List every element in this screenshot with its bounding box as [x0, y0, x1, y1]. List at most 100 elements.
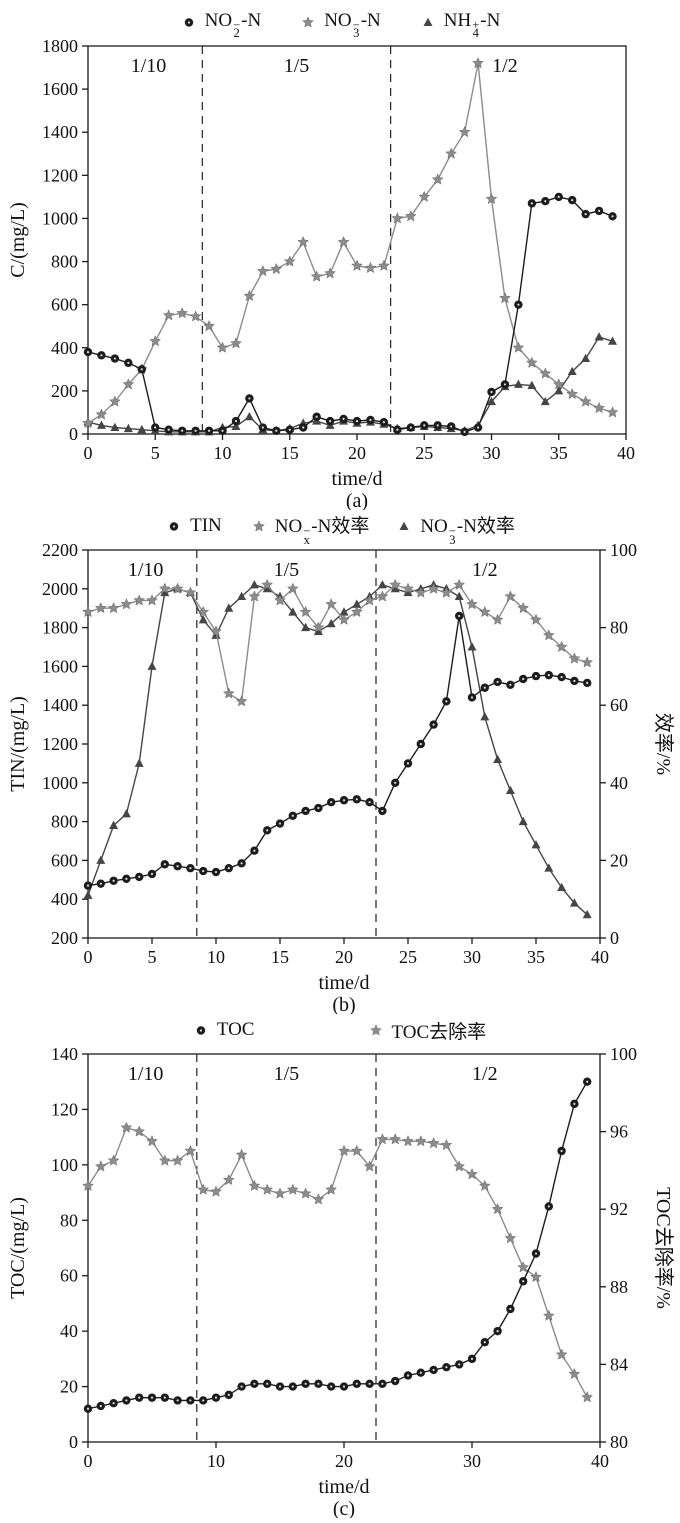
svg-text:30: 30: [463, 1451, 481, 1471]
svg-text:1/2: 1/2: [492, 55, 518, 77]
svg-text:10: 10: [207, 1451, 225, 1471]
legend-label-nox-efficiency: NO − x -N效率: [274, 516, 370, 547]
svg-text:1200: 1200: [42, 734, 78, 754]
x-axis: 0 5 10 15 20 25 30 35 40: [84, 938, 609, 967]
series-TOC-removal-rate: [82, 1121, 594, 1403]
svg-text:1800: 1800: [42, 618, 78, 638]
panel-sublabel: (c): [333, 1498, 355, 1518]
x-axis-label: time/d: [318, 972, 369, 994]
svg-text:35: 35: [550, 443, 568, 463]
svg-text:35: 35: [527, 947, 545, 967]
svg-text:40: 40: [617, 443, 635, 463]
svg-text:1/10: 1/10: [128, 1063, 164, 1085]
svg-text:40: 40: [60, 1321, 78, 1341]
series-TIN: [83, 611, 592, 890]
svg-text:140: 140: [51, 1046, 78, 1064]
chart-c-plot: 0 10 20 30 40 0 20 40 60 80 100 120 140 80 84 88 92 96 100…: [7, 1046, 675, 1518]
svg-text:600: 600: [51, 295, 78, 315]
svg-text:1/5: 1/5: [274, 559, 300, 581]
svg-text:5: 5: [151, 443, 160, 463]
legend-item-no3-efficiency: NO −3 -N效率: [395, 511, 515, 547]
svg-text:200: 200: [51, 381, 78, 401]
phase-labels: 1/10 1/5 1/2: [131, 55, 518, 77]
legend-item-tin: TIN: [165, 515, 224, 537]
svg-text:1/2: 1/2: [472, 1063, 498, 1085]
right-axis: 0 20 40 60 80 100: [600, 542, 637, 948]
svg-text:0: 0: [69, 1432, 78, 1452]
chart-a-legend: NO −2 -N NO −3 -N NH +4 -N: [0, 6, 680, 40]
svg-text:1600: 1600: [42, 79, 78, 99]
phase-dividers: [201, 46, 392, 434]
svg-text:0: 0: [84, 1451, 93, 1471]
chart-a-section: NO −2 -N NO −3 -N NH +4 -N 0 5 10 15 20 25 30 35 40 0 20…: [0, 6, 680, 511]
phase-dividers: [196, 550, 377, 938]
series-NO2-N: [83, 192, 617, 437]
series-NO3-N-efficiency: [83, 580, 592, 919]
svg-text:15: 15: [281, 443, 299, 463]
svg-text:5: 5: [148, 947, 157, 967]
circle-marker-icon: [192, 1022, 210, 1038]
svg-text:800: 800: [51, 812, 78, 832]
left-axis-label: C/(mg/L): [7, 202, 29, 278]
svg-text:1200: 1200: [42, 165, 78, 185]
left-axis-label: TIN/(mg/L): [7, 696, 29, 792]
phase-dividers: [196, 1054, 377, 1442]
x-axis-label: time/d: [331, 468, 382, 490]
right-axis-label: TOC去除率/%: [652, 1187, 675, 1309]
circle-marker-icon: [180, 14, 198, 30]
panel-sublabel: (b): [332, 994, 355, 1014]
legend-item-nox-efficiency: NO − x -N效率: [250, 511, 370, 547]
left-axis: 200 400 600 800 1000 1200 1400 1600 1800 2000 2200: [42, 542, 88, 948]
svg-text:30: 30: [483, 443, 501, 463]
series-TOC: [83, 1077, 592, 1413]
svg-text:20: 20: [610, 850, 628, 870]
svg-text:40: 40: [591, 947, 609, 967]
svg-text:30: 30: [463, 947, 481, 967]
legend-label-toc: TOC: [216, 1019, 255, 1040]
right-axis: 80 84 88 92 96 100: [600, 1046, 637, 1452]
legend-item-nh4-n: NH +4 -N: [419, 9, 501, 40]
svg-text:1800: 1800: [42, 38, 78, 56]
svg-text:1/2: 1/2: [472, 559, 498, 581]
star-marker-icon: [367, 1022, 385, 1038]
svg-text:10: 10: [214, 443, 232, 463]
svg-text:80: 80: [610, 618, 628, 638]
svg-text:2000: 2000: [42, 579, 78, 599]
svg-text:20: 20: [335, 947, 353, 967]
svg-text:80: 80: [610, 1432, 628, 1452]
left-axis: 0 200 400 600 800 1000 1200 1400 1600 1800: [42, 38, 88, 444]
series-NOx-N-efficiency: [82, 578, 594, 707]
chart-c-section: TOC TOC去除率 0 10 20 30 40 0 20 40 60 80 100 120 140 80…: [0, 1014, 680, 1518]
left-axis: 0 20 40 60 80 100 120 140: [51, 1046, 88, 1452]
svg-text:1000: 1000: [42, 208, 78, 228]
legend-label-no3-efficiency: NO −3 -N效率: [420, 516, 515, 547]
legend-label-tin: TIN: [190, 515, 222, 536]
svg-text:25: 25: [399, 947, 417, 967]
legend-label-no3-n: NO −3 -N: [324, 9, 381, 40]
svg-text:2200: 2200: [42, 542, 78, 560]
panel-sublabel: (a): [346, 490, 368, 510]
svg-text:800: 800: [51, 252, 78, 272]
svg-text:40: 40: [610, 773, 628, 793]
svg-text:20: 20: [348, 443, 366, 463]
chart-a-plot: 0 5 10 15 20 25 30 35 40020040060080010001200140…: [7, 38, 635, 510]
triangle-marker-icon: [419, 14, 437, 30]
chart-b-legend: TIN NO − x -N效率 NO −3 -N效率: [0, 510, 680, 547]
x-axis-label: time/d: [318, 1476, 369, 1498]
svg-text:92: 92: [610, 1199, 628, 1219]
legend-item-no3-n: NO −3 -N: [299, 9, 381, 40]
svg-text:84: 84: [610, 1354, 628, 1374]
svg-text:25: 25: [415, 443, 433, 463]
chart-c-legend: TOC TOC去除率: [0, 1014, 680, 1046]
svg-text:1400: 1400: [42, 122, 78, 142]
svg-text:1/10: 1/10: [128, 559, 164, 581]
legend-label-nh4-n: NH +4 -N: [443, 9, 501, 40]
svg-text:20: 20: [335, 1451, 353, 1471]
svg-text:100: 100: [610, 1046, 637, 1064]
legend-item-toc-removal: TOC去除率: [367, 1017, 489, 1044]
svg-text:1/5: 1/5: [284, 55, 310, 77]
circle-marker-icon: [165, 518, 183, 534]
triangle-marker-icon: [395, 518, 413, 534]
phase-labels: 1/10 1/5 1/2: [128, 559, 498, 581]
